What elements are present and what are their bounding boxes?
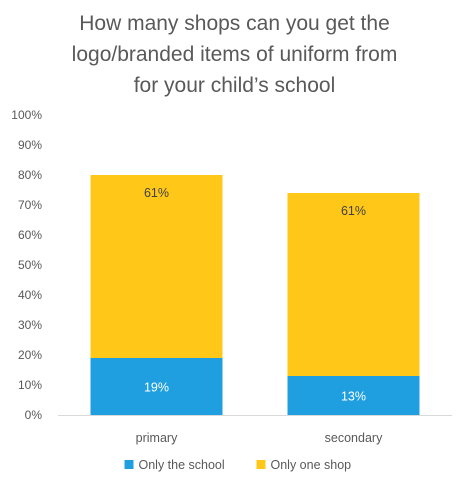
bar-secondary-series-2 — [287, 193, 420, 376]
bar-primary-series-1 — [90, 358, 223, 415]
y-tick-label: 100% — [11, 108, 42, 122]
bars: 19% 61% 13% 61% — [90, 175, 420, 415]
y-tick-label: 50% — [18, 258, 42, 272]
chart-title-line-3: for your child’s school — [133, 74, 336, 97]
x-axis: primary secondary — [58, 415, 452, 445]
bar-primary-series-2 — [90, 175, 223, 358]
data-label-primary-series-2: 61% — [144, 186, 169, 200]
y-tick-label: 20% — [18, 348, 42, 362]
data-label-primary-series-1: 19% — [144, 381, 169, 395]
x-category-label: primary — [136, 431, 178, 445]
data-label-secondary-series-2: 61% — [341, 204, 366, 218]
data-label-secondary-series-1: 13% — [341, 390, 366, 404]
legend-label-series-2: Only one shop — [271, 458, 352, 472]
y-tick-label: 10% — [18, 378, 42, 392]
y-tick-label: 90% — [18, 138, 42, 152]
legend-label-series-1: Only the school — [139, 458, 225, 472]
y-tick-label: 30% — [18, 318, 42, 332]
chart-title-line-1: How many shops can you get the — [79, 12, 390, 35]
bar-secondary-series-1 — [287, 376, 420, 415]
y-tick-label: 0% — [25, 408, 43, 422]
legend-swatch-series-1 — [124, 460, 134, 469]
x-category-label: secondary — [325, 431, 383, 445]
y-tick-label: 40% — [18, 288, 42, 302]
y-tick-label: 60% — [18, 228, 42, 242]
y-tick-label: 80% — [18, 168, 42, 182]
y-tick-label: 70% — [18, 198, 42, 212]
legend-swatch-series-2 — [256, 460, 266, 469]
chart-title-line-2: logo/branded items of uniform from — [71, 43, 398, 66]
legend: Only the school Only one shop — [124, 458, 352, 472]
y-axis: 0% 10% 20% 30% 40% 50% 60% 70% 80% 90% 100% — [11, 108, 42, 422]
chart-title: How many shops can you get the logo/bran… — [10, 8, 459, 101]
